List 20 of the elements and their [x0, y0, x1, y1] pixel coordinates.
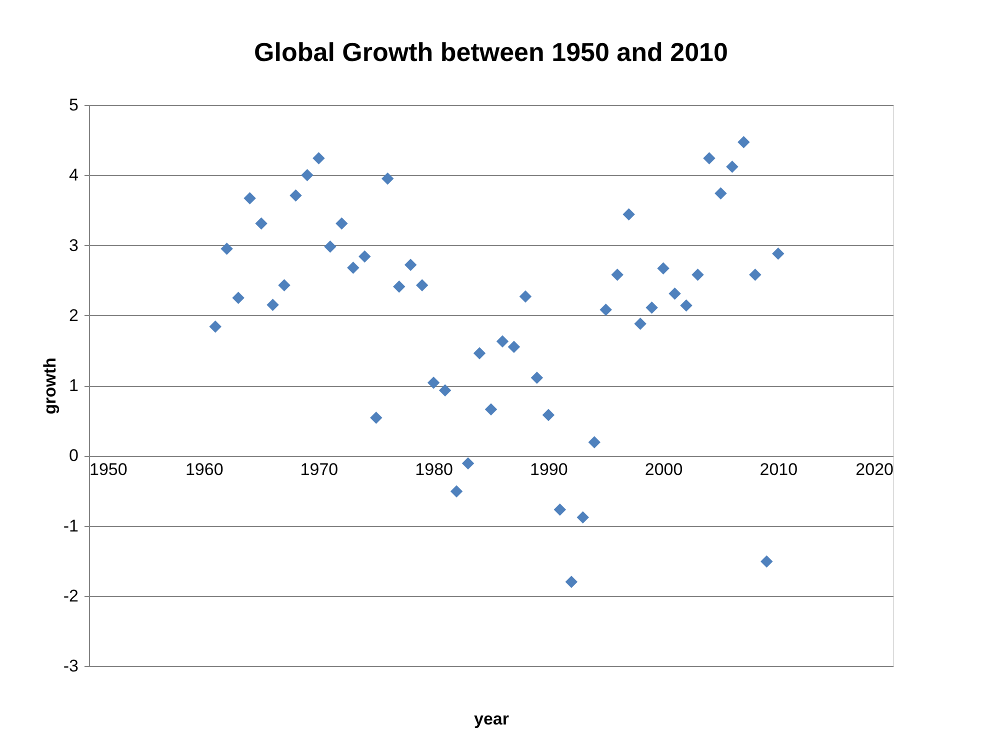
y-tick-label: 2	[69, 306, 78, 325]
y-tick-label: -1	[63, 516, 78, 536]
y-tick-label: 1	[69, 376, 78, 395]
chart-title: Global Growth between 1950 and 2010	[254, 37, 728, 67]
x-tick-label: 1950	[90, 460, 128, 480]
y-tick-label: 4	[69, 166, 78, 185]
y-tick-label: 0	[69, 446, 78, 466]
y-axis-title: growth	[40, 358, 60, 414]
x-tick-label: 1990	[530, 460, 568, 480]
x-tick-label: 1960	[185, 460, 224, 480]
x-tick-label: 2000	[644, 460, 683, 480]
y-tick-label: -3	[63, 656, 78, 676]
y-tick-label: 3	[69, 236, 78, 255]
x-tick-label: 1970	[300, 460, 338, 480]
x-tick-label: 1980	[415, 460, 453, 480]
y-tick-label: 5	[69, 96, 78, 114]
y-tick-label: -2	[63, 586, 78, 606]
x-tick-label: 2020	[856, 460, 894, 480]
x-axis-title: year	[474, 710, 510, 728]
x-tick-label: 2010	[760, 460, 798, 480]
